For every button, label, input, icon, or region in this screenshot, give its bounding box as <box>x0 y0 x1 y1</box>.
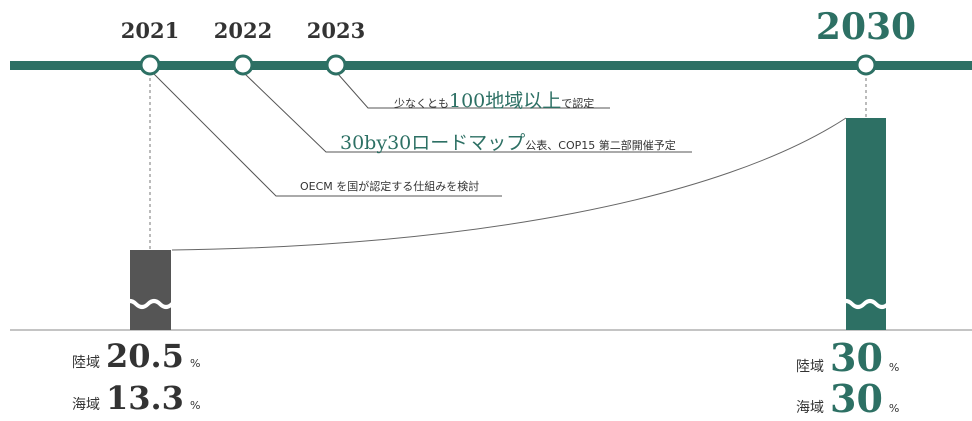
milestone-2023 <box>325 54 347 76</box>
leader-line-2021 <box>153 73 502 197</box>
stat-2021-sea-label: 海域 <box>72 397 100 413</box>
year-label-2022: 2022 <box>213 18 273 43</box>
note-2021: OECM を国が認定する仕組みを検討 <box>300 180 480 193</box>
stat-2021-land-value: 20.5 <box>106 337 184 375</box>
stat-2021-land: 陸域 20.5 % <box>72 337 200 375</box>
note-2022-emphasis: 30by30ロードマップ <box>340 132 526 154</box>
year-label-2030: 2030 <box>815 6 917 48</box>
stat-2030-sea-label: 海域 <box>796 400 824 416</box>
leader-line-2022 <box>244 73 692 153</box>
growth-curve <box>171 117 847 251</box>
note-2022-suffix: 公表、COP15 第二部開催予定 <box>525 139 676 152</box>
bar-break-2021 <box>122 299 182 309</box>
note-2023: 少なくとも100地域以上で認定 <box>394 86 594 113</box>
note-2022: 30by30ロードマップ公表、COP15 第二部開催予定 <box>340 128 676 155</box>
stat-2021-sea-unit: % <box>189 399 201 412</box>
year-label-2023: 2023 <box>306 18 366 43</box>
timeline-bar <box>10 61 972 70</box>
stat-2021-land-label: 陸域 <box>72 355 100 371</box>
leader-line-2023 <box>337 73 610 109</box>
stat-2030-land: 陸域 30 % <box>796 335 899 380</box>
stat-2021-land-unit: % <box>189 357 201 370</box>
note-2023-suffix: で認定 <box>561 97 595 110</box>
stat-2021-sea-value: 13.3 <box>106 379 184 417</box>
bar-2021 <box>130 250 171 330</box>
milestone-2021 <box>139 54 161 76</box>
stat-2021-sea: 海域 13.3 % <box>72 379 200 417</box>
year-label-2021: 2021 <box>120 18 180 43</box>
stat-2030-sea-unit: % <box>888 402 900 415</box>
note-2023-emphasis: 100地域以上 <box>449 90 562 112</box>
bar-2030 <box>846 118 886 330</box>
stat-2030-land-value: 30 <box>830 335 883 380</box>
milestone-2030 <box>855 54 877 76</box>
note-2023-prefix: 少なくとも <box>394 97 449 110</box>
bar-break-2030 <box>838 299 898 309</box>
stat-2030-land-label: 陸域 <box>796 359 824 375</box>
stat-2030-land-unit: % <box>888 361 900 374</box>
stat-2030-sea: 海域 30 % <box>796 376 899 421</box>
stat-2030-sea-value: 30 <box>830 376 883 421</box>
milestone-2022 <box>232 54 254 76</box>
